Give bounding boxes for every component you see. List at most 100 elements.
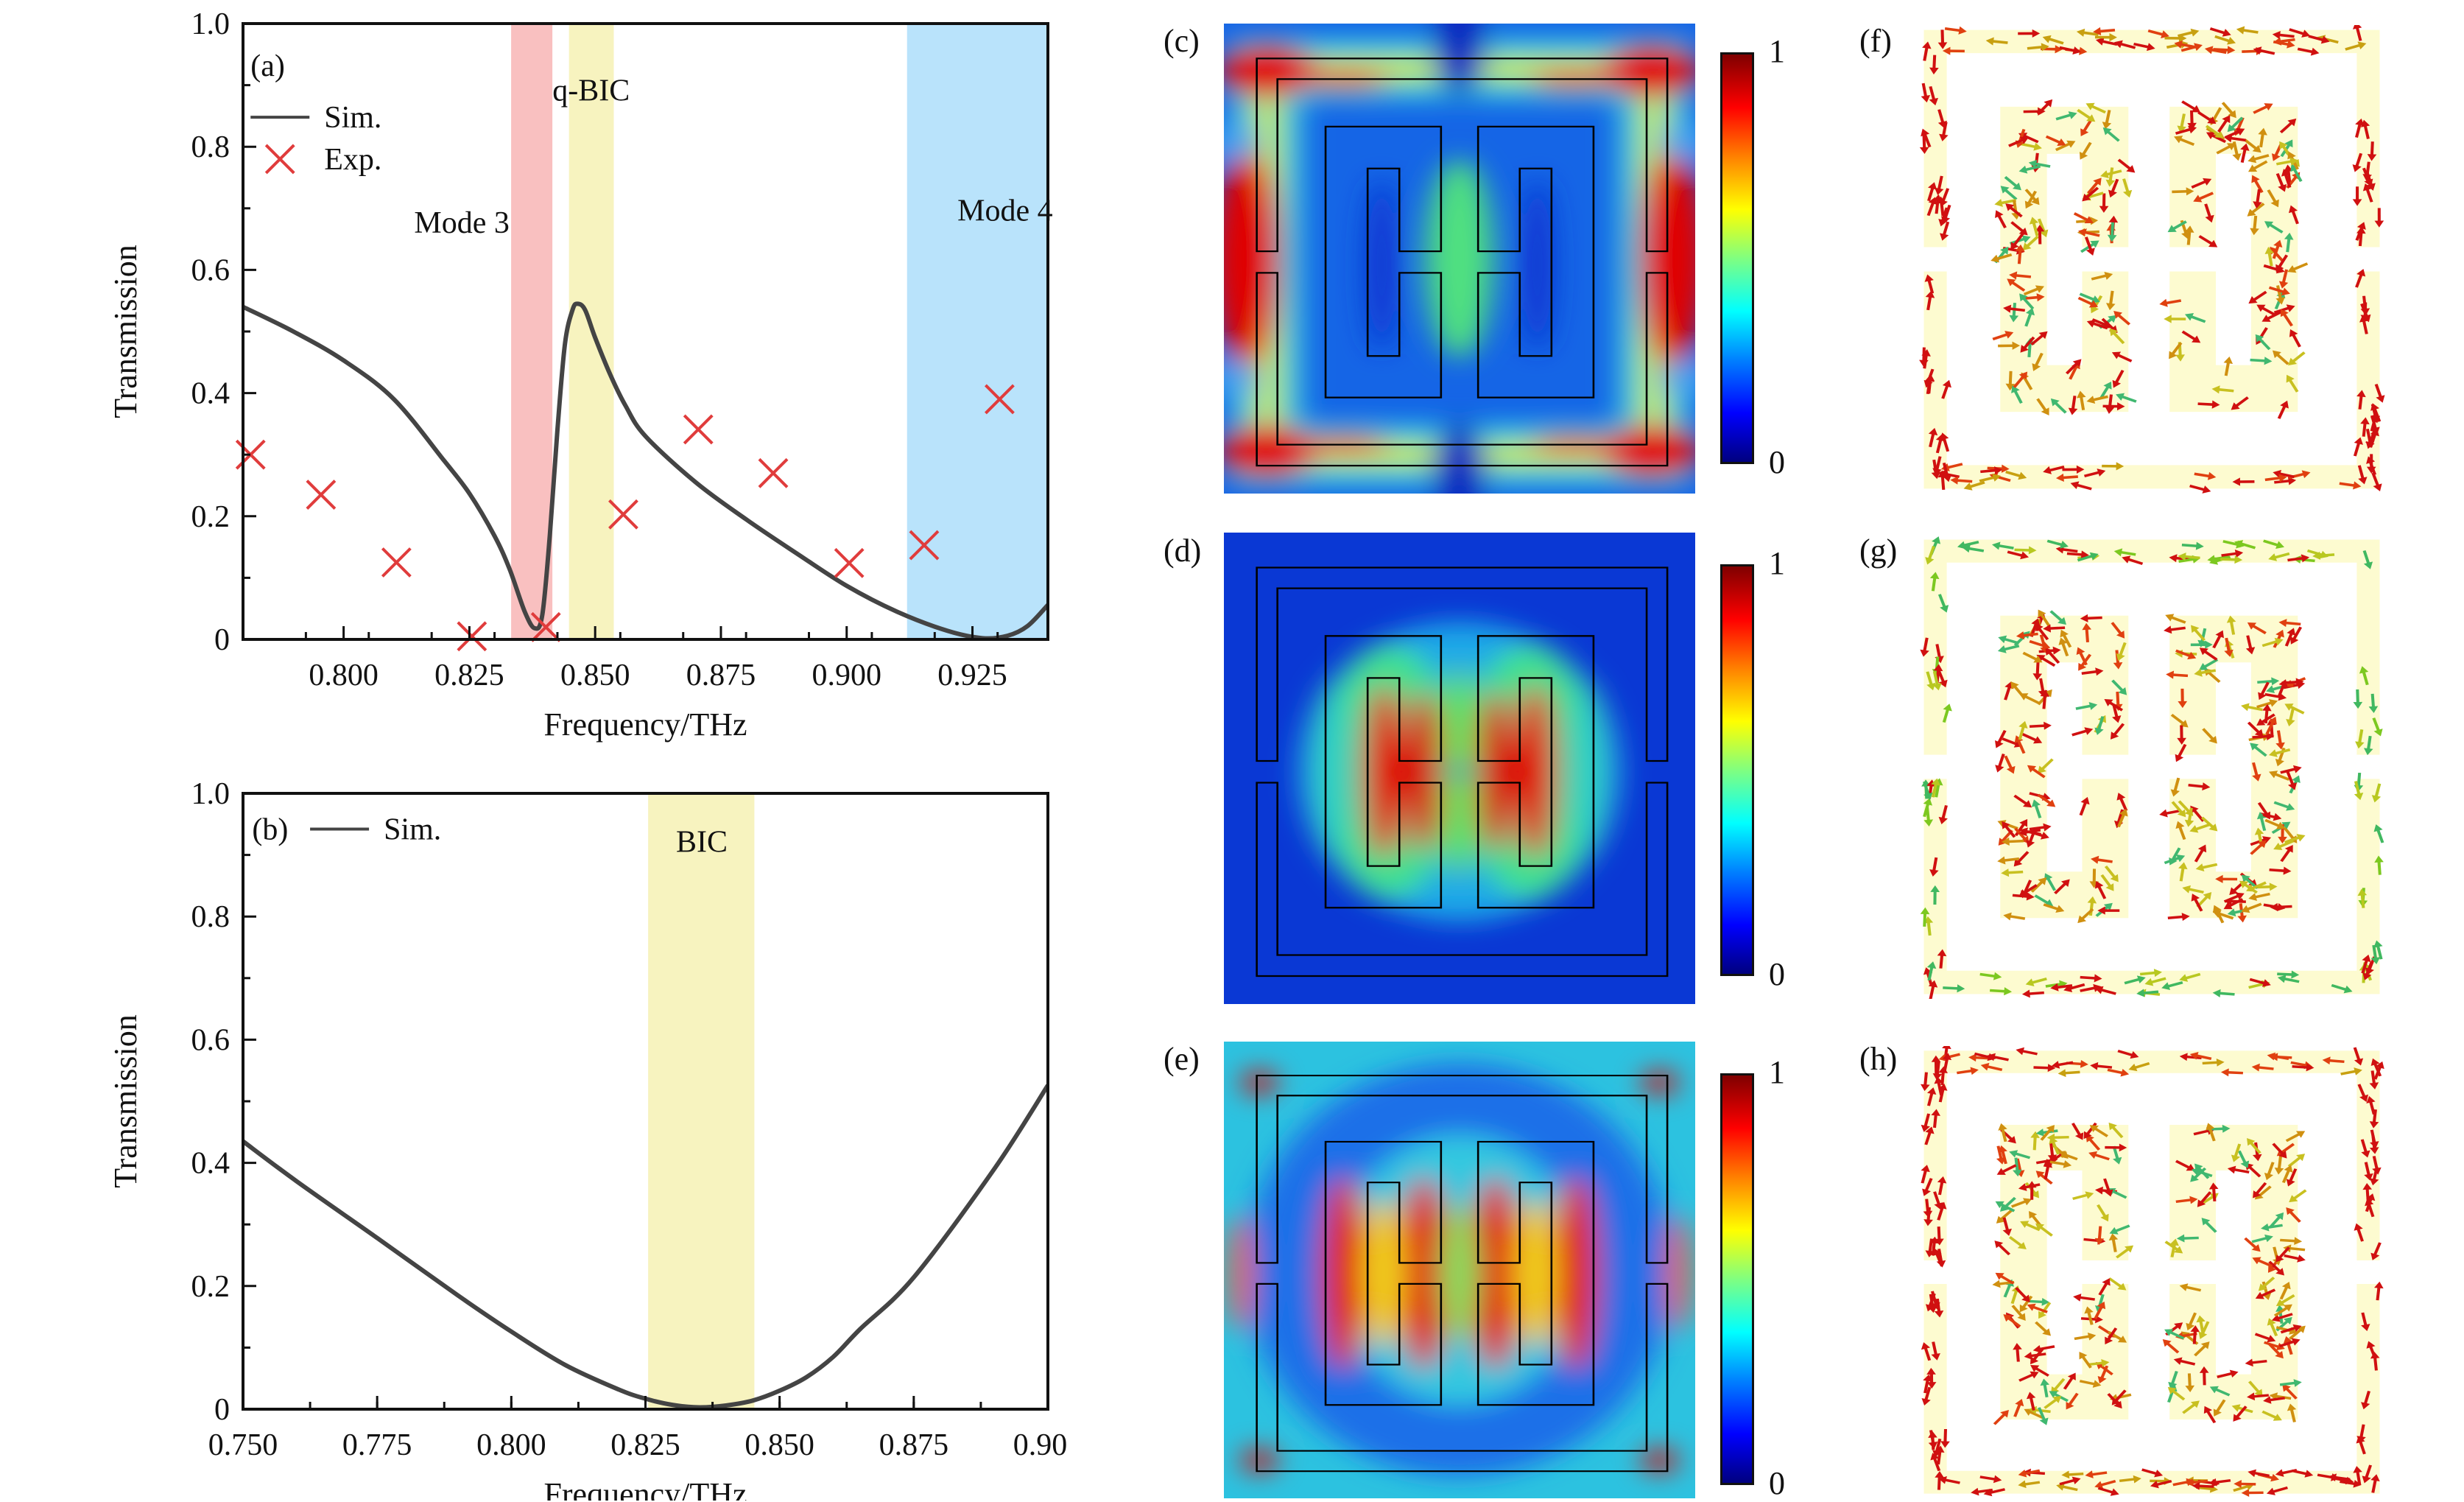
y-tick-label: 0.6: [191, 1023, 230, 1057]
panel-label-e: (e): [1164, 1040, 1200, 1078]
field-hotspot: [1552, 1176, 1598, 1370]
legend-label: Exp.: [324, 143, 381, 177]
field-hotspot: [1245, 1447, 1275, 1473]
panel-label: (b): [252, 813, 288, 847]
x-tick-label: 0.775: [342, 1428, 412, 1462]
x-tick-label: 0.850: [745, 1428, 814, 1462]
x-tick-label: 0.825: [434, 659, 504, 692]
colorbar-c: [1720, 52, 1754, 464]
y-tick-label: 1.0: [191, 777, 230, 811]
field-hotspot: [1425, 159, 1493, 359]
panel-label-h: (h): [1859, 1040, 1897, 1078]
x-tick-label: 0.875: [879, 1428, 949, 1462]
conductor-region: [1923, 779, 2379, 994]
x-axis-title: Frequency/THz: [543, 1476, 747, 1501]
conductor-region: [1923, 1050, 2379, 1260]
y-tick-label: 0.2: [191, 500, 230, 534]
field-intensity: [1224, 24, 1695, 494]
y-tick-label: 0: [214, 623, 230, 657]
exp-marker: [382, 549, 410, 577]
field-hotspot: [1320, 1176, 1366, 1370]
legend-label: Sim.: [324, 101, 381, 135]
band-label: BIC: [676, 825, 728, 859]
field-hotspot: [1568, 681, 1606, 854]
x-tick-label: 0.900: [1013, 1428, 1068, 1462]
field-map-c: [1224, 24, 1695, 494]
panel-label-c: (c): [1164, 22, 1200, 60]
mode-label: Mode 3: [414, 206, 510, 240]
field-map-e: [1224, 1042, 1695, 1498]
current-map-g: [1918, 535, 2385, 999]
current-arrow: [1994, 1410, 2009, 1424]
x-tick-label: 0.850: [560, 659, 630, 692]
x-tick-label: 0.800: [309, 659, 379, 692]
field-hotspot: [1667, 1215, 1690, 1331]
exp-marker: [307, 481, 335, 509]
sim-curve: [243, 1085, 1048, 1407]
colorbar-e-max: 1: [1769, 1053, 1785, 1091]
conductor-region: [2169, 616, 2298, 918]
colorbar-c-min: 0: [1769, 443, 1785, 481]
chart-a: q-BIC Mode 4 0.800 0.825 0.850 0.875 0.900 0.92…: [108, 7, 1053, 743]
panel-label: (a): [250, 49, 285, 83]
exp-marker: [835, 549, 863, 577]
colorbar-d-max: 1: [1769, 544, 1785, 582]
colorbar-d: [1720, 564, 1754, 976]
highlight-band: [511, 24, 552, 639]
exp-marker: [458, 622, 486, 650]
band-label: Mode 4: [957, 194, 1053, 228]
y-tick-label: 0.8: [191, 900, 230, 934]
exp-marker: [684, 415, 712, 443]
band-label: q-BIC: [552, 74, 630, 108]
panel-label-d: (d): [1164, 532, 1201, 569]
plot-frame: [243, 793, 1048, 1409]
conductor-region: [1923, 30, 2379, 248]
field-hotspot: [1644, 1070, 1675, 1095]
colorbar-c-max: 1: [1769, 32, 1785, 70]
current-map-h: [1918, 1046, 2385, 1498]
panel-label-g: (g): [1859, 532, 1897, 569]
y-tick-label: 1.0: [191, 7, 230, 41]
field-hotspot: [1440, 1202, 1479, 1344]
highlight-band: [907, 24, 1048, 639]
colorbar-e-min: 0: [1769, 1464, 1785, 1502]
colorbar-d-min: 0: [1769, 955, 1785, 993]
field-hotspot: [1522, 179, 1553, 352]
conductor-region: [1923, 272, 2379, 489]
y-tick-label: 0: [214, 1393, 230, 1427]
x-tick-label: 0.825: [610, 1428, 680, 1462]
x-tick-label: 0.875: [686, 659, 756, 692]
exp-marker: [759, 459, 787, 487]
y-axis-title: Transmission: [108, 245, 144, 418]
conductor-region: [1923, 540, 2379, 755]
legend-label: Sim.: [384, 813, 441, 846]
field-intensity: [1299, 622, 1620, 922]
x-tick-label: 0.900: [812, 659, 882, 692]
y-tick-label: 0.4: [191, 377, 230, 411]
field-hotspot: [1245, 1070, 1275, 1095]
exp-marker: [236, 441, 264, 469]
chart-b: BIC 0.750 0.775 0.800 0.825 0.850 0.875 0.900 0 0…: [108, 777, 1068, 1501]
y-axis-title: Transmission: [108, 1014, 144, 1188]
y-tick-label: 0.8: [191, 130, 230, 164]
conductor-region: [1923, 1284, 2379, 1494]
legend-x-icon: [266, 145, 294, 173]
panel-label-f: (f): [1859, 22, 1892, 60]
highlight-band: [648, 793, 754, 1409]
x-tick-label: 0.750: [208, 1428, 278, 1462]
x-tick-label: 0.925: [937, 659, 1007, 692]
current-map-f: [1918, 25, 2385, 494]
field-hotspot: [1367, 179, 1398, 352]
y-tick-label: 0.6: [191, 253, 230, 287]
colorbar-e: [1720, 1073, 1754, 1485]
y-tick-label: 0.2: [191, 1270, 230, 1304]
y-tick-label: 0.4: [191, 1147, 230, 1181]
field-hotspot: [1313, 681, 1351, 854]
field-hotspot: [1437, 768, 1482, 775]
field-hotspot: [1644, 1447, 1675, 1473]
field-hotspot: [1229, 1215, 1252, 1331]
x-axis-title: Frequency/THz: [543, 706, 747, 743]
field-map-d: [1224, 533, 1695, 1004]
x-tick-label: 0.800: [476, 1428, 546, 1462]
